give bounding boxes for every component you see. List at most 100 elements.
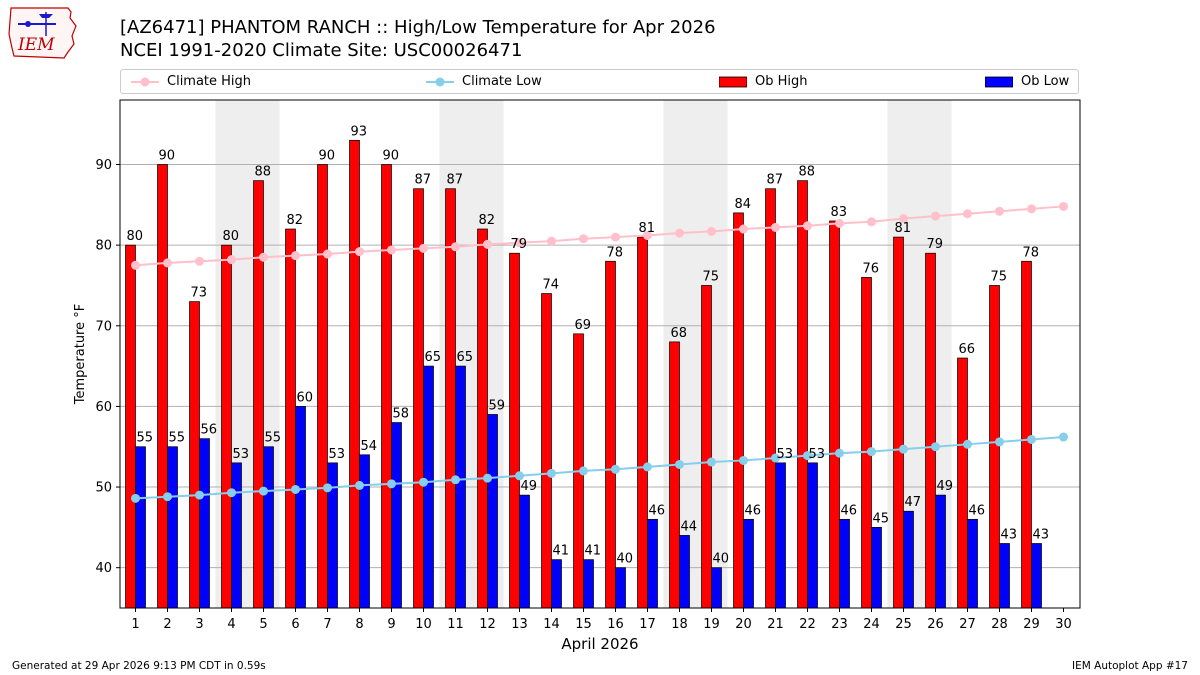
x-tick-label: 18 [671,617,688,632]
climate-high-point [387,245,396,255]
climate-high-point [451,242,460,252]
x-tick-label: 11 [447,617,464,632]
climate-low-point [835,448,844,458]
x-tick-label: 2 [163,617,171,632]
climate-low-point [355,480,364,490]
ob-high-label: 79 [511,237,528,252]
ob-high-bar [893,236,904,609]
ob-high-label: 78 [607,245,624,260]
climate-high-point [739,224,748,234]
ob-low-bar [903,510,914,609]
legend-ob-low-label: Ob Low [1021,74,1070,89]
climate-low-point [963,439,972,449]
ob-low-label: 54 [361,439,378,454]
ob-high-bar [317,164,328,609]
x-tick-label: 27 [959,617,976,632]
legend-ob-high: Ob High [719,70,808,93]
climate-high-point [195,256,204,266]
ob-high-label: 80 [223,229,240,244]
x-tick-label: 12 [479,617,496,632]
climate-high-point [227,255,236,265]
ob-low-bar [263,446,274,609]
ob-high-bar [925,252,936,609]
ob-low-label: 41 [585,544,602,559]
ob-high-label: 76 [863,261,880,276]
ob-low-bar [135,446,146,609]
ob-low-label: 53 [809,447,826,462]
legend-climate-high: Climate High [131,70,251,93]
climate-high-point [931,211,940,221]
x-tick-label: 25 [895,617,912,632]
ob-high-label: 81 [639,221,656,236]
ob-low-label: 55 [265,431,282,446]
ob-high-bar [733,212,744,609]
ob-low-label: 43 [1001,527,1018,542]
x-tick-label: 24 [863,617,880,632]
ob-high-bar [349,139,360,609]
x-tick-label: 7 [323,617,331,632]
x-tick-label: 8 [355,617,363,632]
ob-high-bar [253,180,264,609]
climate-high-point [1027,204,1036,214]
ob-low-bar [679,535,690,609]
climate-low-point [1059,432,1068,442]
ob-high-label: 87 [415,173,432,188]
y-tick-label: 90 [95,158,112,173]
ob-high-label: 75 [991,269,1008,284]
ob-low-bar [839,518,850,609]
ob-high-bar [605,260,616,609]
x-tick-label: 16 [607,617,624,632]
climate-high-point [579,234,588,244]
x-tick-label: 1 [131,617,139,632]
ob-low-bar [199,438,210,609]
ob-high-label: 81 [895,221,912,236]
ob-high-bar [637,236,648,609]
ob-high-bar [157,164,168,609]
ob-low-bar [711,567,722,609]
y-tick-label: 50 [95,481,112,496]
climate-high-point [707,226,716,236]
plot-frame [119,99,1081,609]
ob-high-label: 78 [1023,245,1040,260]
ob-high-bar [445,188,456,609]
ob-high-label: 87 [767,173,784,188]
app-label: IEM Autoplot App #17 [1072,660,1188,672]
ob-high-label: 90 [383,149,400,164]
ob-low-bar [647,518,658,609]
climate-low-point [739,455,748,465]
generated-timestamp: Generated at 29 Apr 2026 9:13 PM CDT in … [12,660,266,672]
climate-high-point [867,217,876,227]
legend-climate-low-label: Climate Low [462,74,542,89]
x-tick-label: 23 [831,617,848,632]
climate-low-point [675,459,684,469]
x-tick-label: 28 [991,617,1008,632]
climate-low-point [131,493,140,503]
legend-ob-high-label: Ob High [755,74,808,89]
ob-low-bar [807,462,818,609]
climate-high-point [291,251,300,261]
climate-low-point [387,479,396,489]
ob-low-label: 49 [521,479,538,494]
ob-high-bar [797,180,808,609]
climate-high-point [547,236,556,246]
climate-high-point [163,258,172,268]
climate-high-point [131,260,140,270]
ob-high-label: 87 [447,173,464,188]
climate-high-point [675,228,684,238]
ob-low-label: 40 [617,552,634,567]
climate-low-line [135,436,1064,500]
legend-climate-low: Climate Low [426,70,542,93]
ob-low-bar [871,527,882,609]
ob-low-bar [359,454,370,609]
ob-high-bar [477,228,488,609]
ob-high-bar [125,244,136,609]
ob-high-label: 66 [959,342,976,357]
climate-high-point [259,252,268,262]
ob-low-label: 46 [841,503,858,518]
ob-low-bar [519,494,530,609]
y-tick-label: 60 [95,400,112,415]
x-tick-label: 5 [259,617,267,632]
ob-low-bar [455,365,466,609]
ob-low-label: 46 [745,503,762,518]
